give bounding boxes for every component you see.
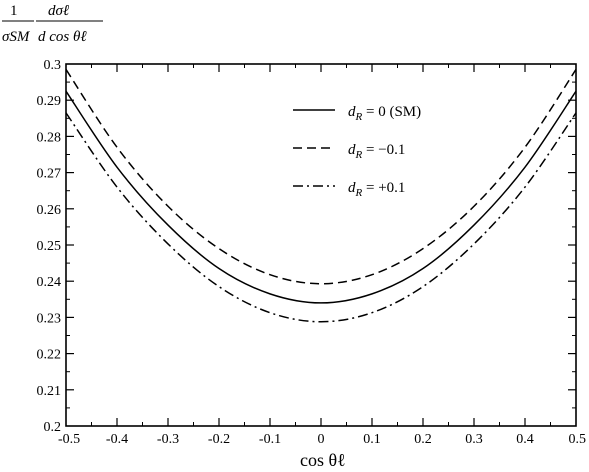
series-line-3 — [65, 112, 577, 323]
y-tick-label: 0.22 — [37, 348, 62, 363]
x-tick-label: 0.1 — [363, 432, 381, 447]
x-tick-label: 0.3 — [465, 432, 483, 447]
y-tick-label: 0.21 — [37, 384, 62, 399]
x-tick-label: -0.5 — [58, 432, 80, 447]
x-tick-label: 0.2 — [414, 432, 432, 447]
x-tick-label: 0.4 — [516, 432, 534, 447]
y-tick-label: 0.28 — [37, 130, 62, 145]
x-tick-label: -0.4 — [106, 432, 128, 447]
x-tick-label: -0.1 — [259, 432, 281, 447]
y-tick-label: 0.3 — [44, 58, 62, 73]
y-axis-ticks: 0.2 0.21 0.22 0.23 0.24 0.25 0.26 0.27 0.28 0.29 0… — [37, 58, 576, 435]
x-tick-label: 0 — [318, 432, 325, 447]
x-tick-label: -0.3 — [157, 432, 179, 447]
x-axis-title: cos θℓ — [300, 450, 346, 470]
x-tick-label: -0.2 — [208, 432, 230, 447]
legend-label-2: dR = −0.1 — [348, 142, 405, 161]
y-tick-label: 0.26 — [37, 203, 62, 218]
y-tick-label: 0.27 — [37, 167, 62, 182]
legend-label-1: dR = 0 (SM) — [348, 104, 421, 123]
y-tick-label: 0.24 — [37, 275, 62, 290]
y-tick-label: 0.2 — [44, 420, 62, 435]
y-title-denominator-2: d cos θℓ — [38, 29, 87, 45]
y-axis-title: 1 σSM dσℓ d cos θℓ — [2, 3, 103, 45]
plot-frame — [65, 63, 577, 427]
legend: dR = 0 (SM) dR = −0.1 dR = +0.1 — [293, 104, 421, 199]
legend-label-3: dR = +0.1 — [348, 180, 405, 199]
series-layer — [65, 69, 577, 323]
y-tick-label: 0.25 — [37, 239, 62, 254]
y-title-numerator-1: 1 — [10, 3, 18, 19]
x-tick-label: 0.5 — [569, 432, 587, 447]
y-tick-label: 0.29 — [37, 94, 62, 109]
x-axis-ticks: -0.5 -0.4 -0.3 -0.2 -0.1 0 0.1 0.2 0.3 0.4 0.5 — [58, 64, 586, 447]
series-line-1 — [65, 90, 577, 304]
series-line-2 — [65, 69, 577, 285]
y-tick-label: 0.23 — [37, 311, 62, 326]
y-title-denominator-1: σSM — [2, 29, 31, 45]
y-title-numerator-2: dσℓ — [48, 3, 69, 19]
